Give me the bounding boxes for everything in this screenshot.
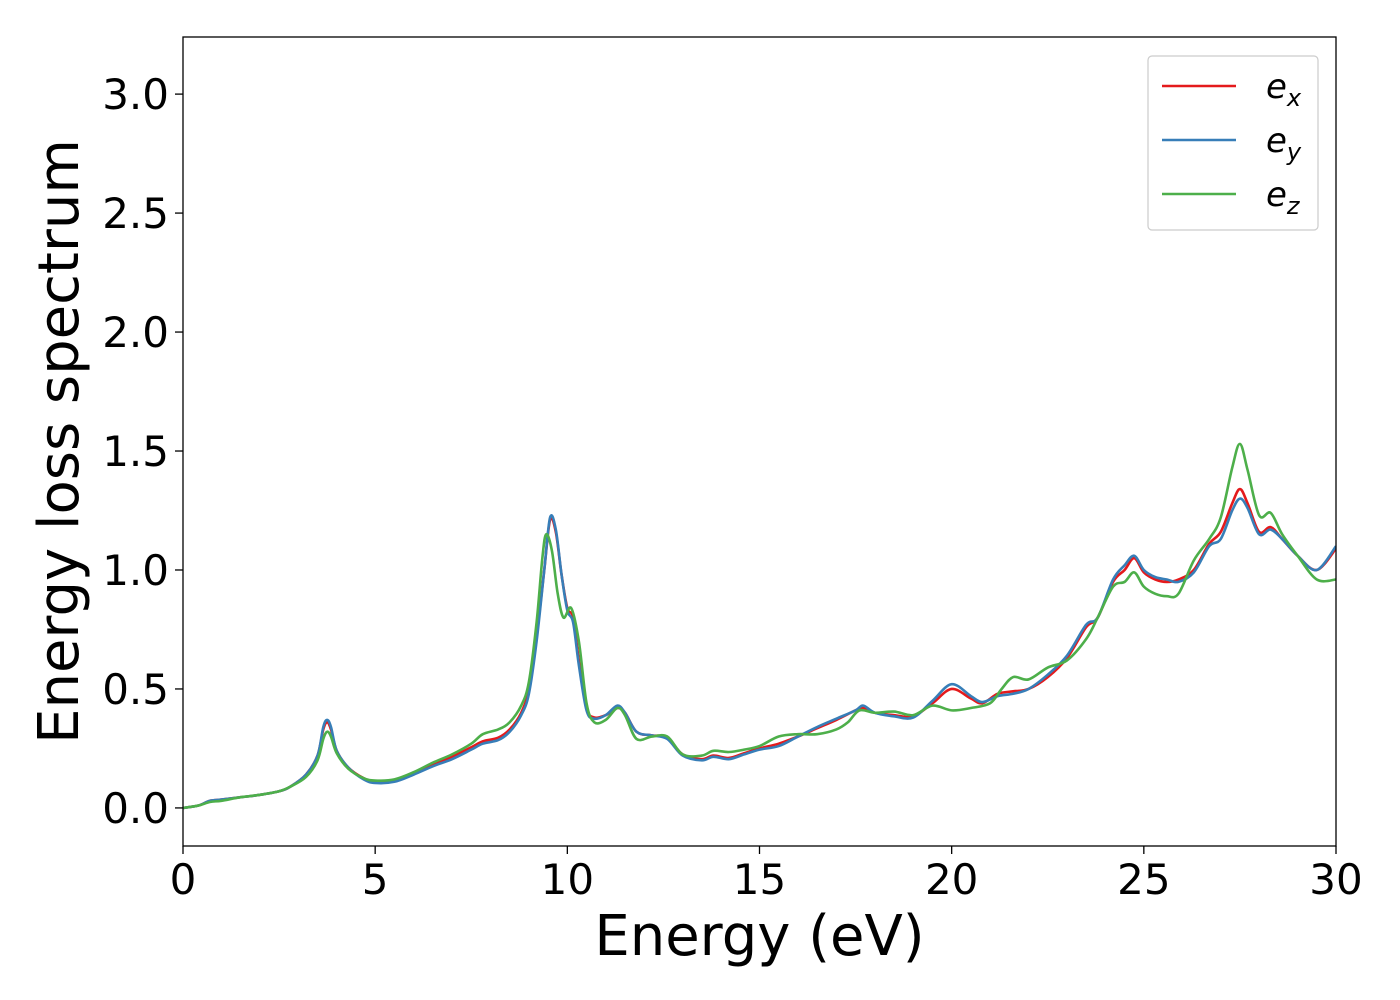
y-tick-label: 2.0	[102, 308, 169, 357]
y-tick-label: 0.0	[102, 784, 169, 833]
y-tick-label: 2.5	[102, 189, 169, 238]
legend-box	[1147, 55, 1319, 231]
legend: ex ey ez	[1147, 55, 1319, 231]
legend-label-x: ex	[1266, 67, 1302, 112]
x-axis-ticks: 0 5 10 15 20 25 30	[170, 846, 1363, 904]
x-tick-label: 5	[362, 855, 389, 904]
x-tick-label: 25	[1117, 855, 1170, 904]
x-axis-label: Energy (eV)	[594, 904, 924, 969]
x-tick-label: 0	[170, 855, 197, 904]
legend-label-y: ey	[1266, 121, 1302, 166]
series-line-z	[183, 442, 1336, 810]
series-layer	[183, 442, 1336, 810]
x-tick-label: 20	[925, 855, 978, 904]
y-axis-ticks: 0.0 0.5 1.0 1.5 2.0 2.5 3.0	[102, 70, 183, 833]
y-tick-label: 1.5	[102, 427, 169, 476]
x-tick-label: 15	[733, 855, 786, 904]
y-tick-label: 0.5	[102, 665, 169, 714]
y-tick-label: 3.0	[102, 70, 169, 119]
legend-label-z: ez	[1266, 175, 1301, 220]
y-tick-label: 1.0	[102, 546, 169, 595]
x-tick-label: 30	[1309, 855, 1362, 904]
y-axis-label: Energy loss spectrum	[27, 139, 92, 744]
x-tick-label: 10	[541, 855, 594, 904]
